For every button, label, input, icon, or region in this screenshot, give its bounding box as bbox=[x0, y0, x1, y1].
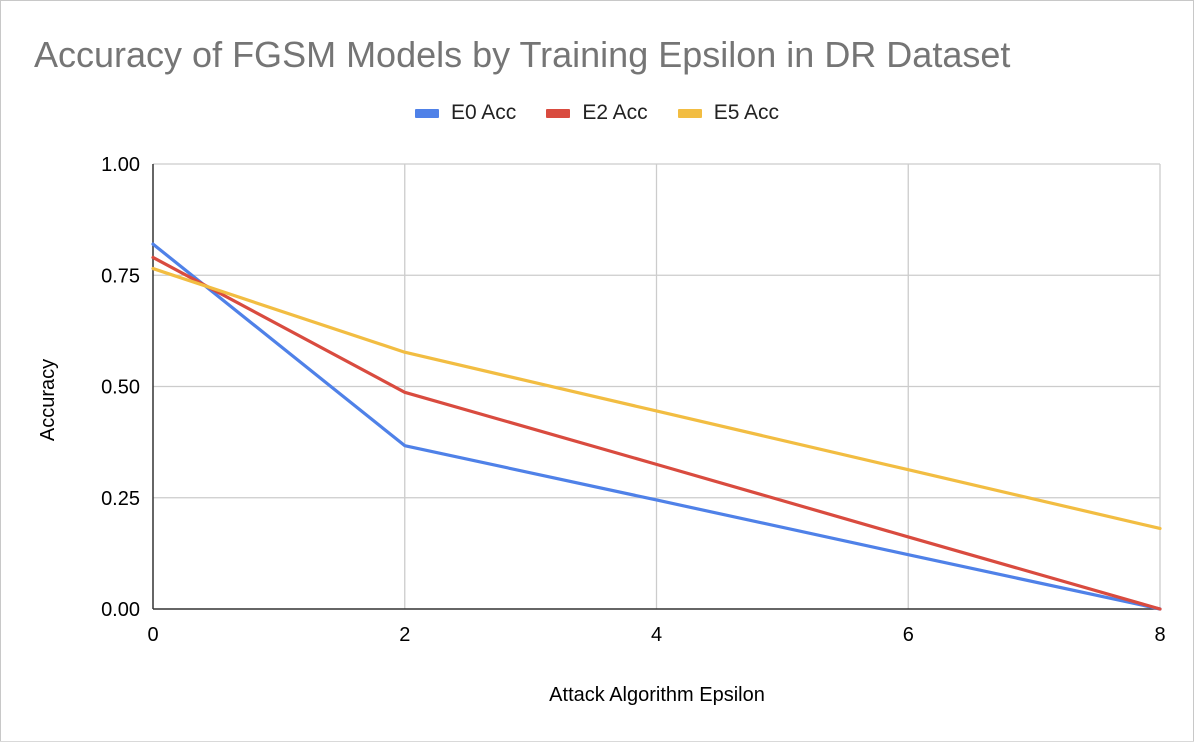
y-tick-label: 1.00 bbox=[101, 154, 140, 176]
series-line-e5[interactable] bbox=[151, 266, 1162, 531]
legend-label-e2: E2 Acc bbox=[582, 101, 648, 124]
legend-label-e0: E0 Acc bbox=[450, 101, 517, 124]
x-tick-label: 6 bbox=[903, 624, 914, 646]
legend[interactable]: E0 Acc E2 Acc E5 Acc bbox=[0, 101, 1194, 125]
gridlines bbox=[153, 163, 1161, 609]
y-axis-title: Accuracy bbox=[37, 359, 59, 441]
y-tick-label: 0.00 bbox=[101, 599, 140, 621]
legend-label-e5: E5 Acc bbox=[713, 101, 780, 124]
legend-item-e5[interactable]: E5 Acc bbox=[677, 101, 780, 125]
bottom-strip bbox=[0, 741, 1194, 749]
x-tick-label: 0 bbox=[147, 624, 158, 646]
legend-item-e2[interactable]: E2 Acc bbox=[546, 101, 648, 125]
y-tick-label: 0.75 bbox=[101, 265, 140, 287]
series-line-e2[interactable] bbox=[151, 255, 1162, 611]
x-axis-title: Attack Algorithm Epsilon bbox=[549, 684, 765, 706]
legend-swatch-e5 bbox=[677, 108, 702, 118]
y-tick-label: 0.50 bbox=[101, 377, 140, 399]
series-line-e0[interactable] bbox=[151, 242, 1162, 611]
x-tick-label: 2 bbox=[399, 624, 410, 646]
axes bbox=[152, 164, 1160, 610]
legend-swatch-e0 bbox=[414, 108, 439, 118]
legend-item-e0[interactable]: E0 Acc bbox=[414, 101, 517, 125]
x-tick-label: 8 bbox=[1154, 624, 1165, 646]
tick-labels: 0.00 0.25 0.50 0.75 1.00 0 2 4 6 8 bbox=[101, 154, 1166, 646]
legend-swatch-e2 bbox=[546, 108, 571, 118]
y-tick-label: 0.25 bbox=[101, 488, 140, 510]
series-lines bbox=[151, 242, 1162, 611]
x-tick-label: 4 bbox=[651, 624, 662, 646]
chart-title: Accuracy of FGSM Models by Training Epsi… bbox=[34, 34, 1011, 75]
